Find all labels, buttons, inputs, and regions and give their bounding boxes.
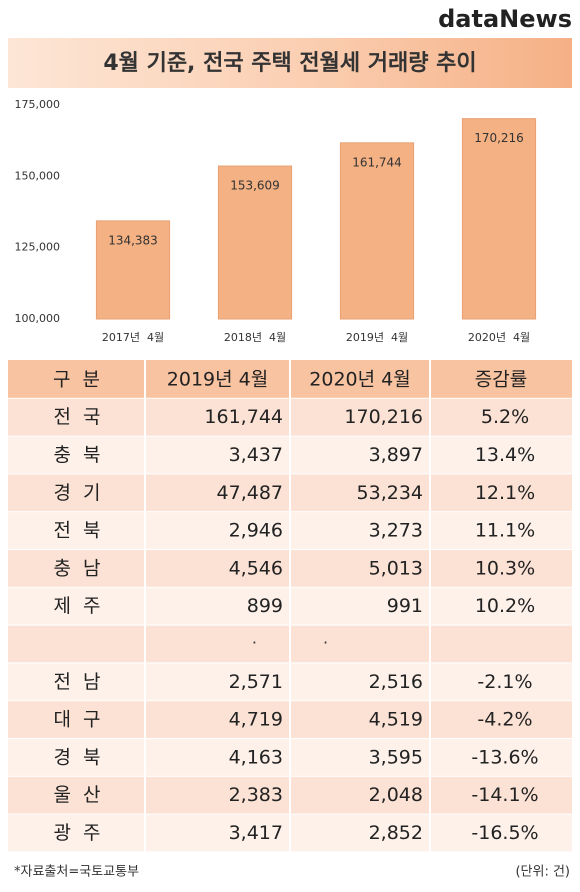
table-cell: -4.2% <box>477 709 532 731</box>
table-cell: 3,417 <box>229 822 283 844</box>
unit-note: (단위: 건) <box>515 865 570 880</box>
table-cell: 3,897 <box>369 444 423 466</box>
table-cell: 충 북 <box>53 444 100 466</box>
source-note: *자료출처=국토교통부 <box>14 865 139 880</box>
table-cell: -13.6% <box>471 746 538 768</box>
value-label: 161,744 <box>352 155 402 169</box>
table-cell: 충 남 <box>53 557 100 579</box>
table-cell: 3,437 <box>229 444 283 466</box>
table-cell: 47,487 <box>217 482 283 504</box>
table-cell: 3,595 <box>369 746 423 768</box>
y-tick-label: 125,000 <box>15 241 61 254</box>
table-cell: 5,013 <box>369 557 423 579</box>
table-cell: 대 구 <box>53 709 100 731</box>
value-label: 170,216 <box>474 131 524 145</box>
table-cell: 991 <box>387 595 423 617</box>
title-banner <box>8 38 572 88</box>
table-header-cell: 증감률 <box>475 368 527 390</box>
bar <box>217 165 293 320</box>
x-tick-label: 2017년 4월 <box>102 331 164 344</box>
value-label: 134,383 <box>108 233 158 247</box>
table-cell: 10.3% <box>475 557 535 579</box>
y-tick-label: 100,000 <box>15 312 61 325</box>
table-cell: -14.1% <box>471 784 538 806</box>
table-cell: 899 <box>247 595 283 617</box>
table-cell: 10.2% <box>475 595 535 617</box>
table-cell: -2.1% <box>477 671 532 693</box>
table-header-cell: 구 분 <box>53 368 100 390</box>
table-cell: 53,234 <box>357 482 423 504</box>
chart-title: 4월 기준, 전국 주택 전월세 거래량 추이 <box>103 51 476 76</box>
table-header-cell: 2019년 4월 <box>167 368 268 390</box>
table-cell: 170,216 <box>344 406 423 428</box>
logo: dataNews <box>438 5 572 33</box>
table-cell: 13.4% <box>475 444 535 466</box>
y-tick-label: 150,000 <box>15 169 61 182</box>
value-label: 153,609 <box>230 179 280 193</box>
table-cell: 12.1% <box>475 482 535 504</box>
table-cell: 2,383 <box>229 784 283 806</box>
table-cell: 4,719 <box>229 709 283 731</box>
table-cell: 5.2% <box>481 406 529 428</box>
table-cell: 전 남 <box>53 671 100 693</box>
table-cell: 2,048 <box>369 784 423 806</box>
table-cell: 2,852 <box>369 822 423 844</box>
x-tick-label: 2018년 4월 <box>224 331 286 344</box>
table-cell: 2,571 <box>229 671 283 693</box>
table-cell: 4,163 <box>229 746 283 768</box>
table-cell: 광 주 <box>53 822 100 844</box>
bar <box>339 142 415 320</box>
table-cell: 제 주 <box>53 595 100 617</box>
bar <box>461 118 537 320</box>
table-cell: 2,516 <box>369 671 423 693</box>
x-tick-label: 2019년 4월 <box>346 331 408 344</box>
table-cell: 4,546 <box>229 557 283 579</box>
table-cell: 3,273 <box>369 520 423 542</box>
table-header-cell: 2020년 4월 <box>309 368 410 390</box>
table-cell: -16.5% <box>471 822 538 844</box>
table-cell: 경 북 <box>53 746 100 768</box>
table-cell: 11.1% <box>475 520 535 542</box>
x-tick-label: 2020년 4월 <box>468 331 530 344</box>
table-cell: 전 국 <box>53 406 100 428</box>
table-cell: 161,744 <box>204 406 283 428</box>
y-tick-label: 175,000 <box>15 98 61 111</box>
bar <box>95 220 171 320</box>
table-cell: 2,946 <box>229 520 283 542</box>
table-cell: 4,519 <box>369 709 423 731</box>
table-cell: 전 북 <box>53 520 100 542</box>
table-cell: 경 기 <box>53 482 100 504</box>
table-cell: 울 산 <box>53 784 100 806</box>
